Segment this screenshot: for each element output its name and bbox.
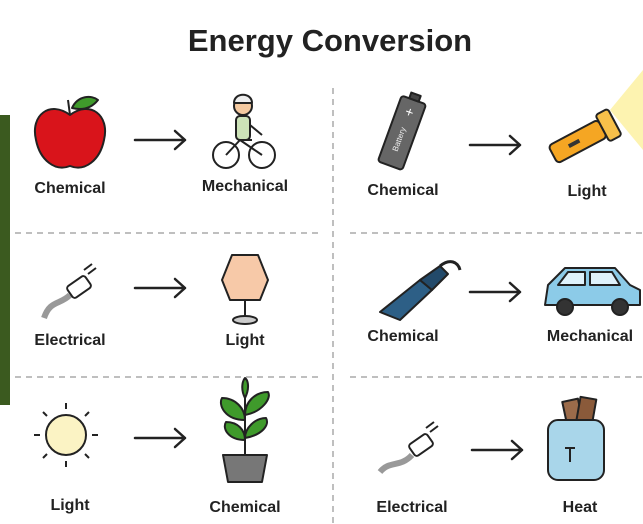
apple-icon	[35, 97, 105, 168]
plug-icon	[380, 422, 438, 472]
arrow	[135, 279, 185, 297]
from-label: Electrical	[376, 499, 447, 516]
cyclist-icon	[213, 95, 275, 168]
plant-icon	[221, 378, 269, 482]
from-label: Electrical	[34, 332, 105, 349]
from-label: Chemical	[34, 180, 105, 197]
to-label: Mechanical	[202, 178, 288, 195]
toaster-icon	[548, 397, 604, 480]
fuel-nozzle-icon	[380, 262, 460, 320]
arrow	[470, 283, 520, 301]
to-label: Chemical	[209, 499, 280, 516]
plug-icon	[44, 264, 96, 318]
page: Energy Conversion + Battery	[0, 0, 643, 524]
lamp-icon	[222, 255, 268, 324]
to-label: Mechanical	[547, 328, 633, 345]
arrow	[470, 136, 520, 154]
arrow	[135, 131, 185, 149]
battery-icon: + Battery	[378, 90, 428, 170]
car-icon	[545, 268, 640, 315]
flashlight-icon	[546, 70, 643, 168]
from-label: Light	[50, 497, 90, 514]
to-label: Light	[567, 183, 607, 200]
arrow	[472, 441, 522, 459]
to-label: Heat	[563, 499, 598, 516]
arrow	[135, 429, 185, 447]
side-bar	[0, 115, 10, 405]
from-label: Chemical	[367, 328, 438, 345]
title: Energy Conversion	[188, 23, 472, 58]
from-label: Chemical	[367, 182, 438, 199]
sun-icon	[34, 403, 98, 467]
to-label: Light	[225, 332, 265, 349]
